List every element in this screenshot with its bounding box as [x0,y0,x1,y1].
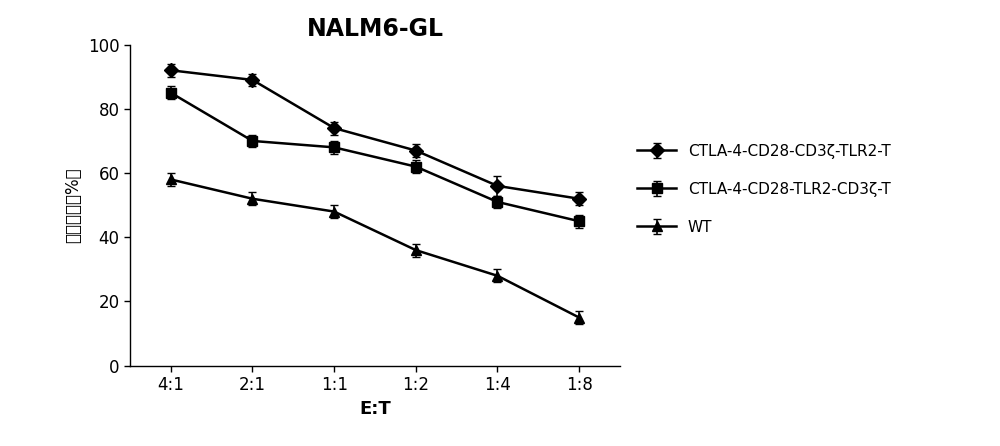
Legend: CTLA-4-CD28-CD3ζ-TLR2-T, CTLA-4-CD28-TLR2-CD3ζ-T, WT: CTLA-4-CD28-CD3ζ-TLR2-T, CTLA-4-CD28-TLR… [637,144,891,235]
Title: NALM6-GL: NALM6-GL [306,17,444,41]
Y-axis label: 杀伤效率（%）: 杀伤效率（%） [64,167,82,243]
X-axis label: E:T: E:T [359,400,391,418]
